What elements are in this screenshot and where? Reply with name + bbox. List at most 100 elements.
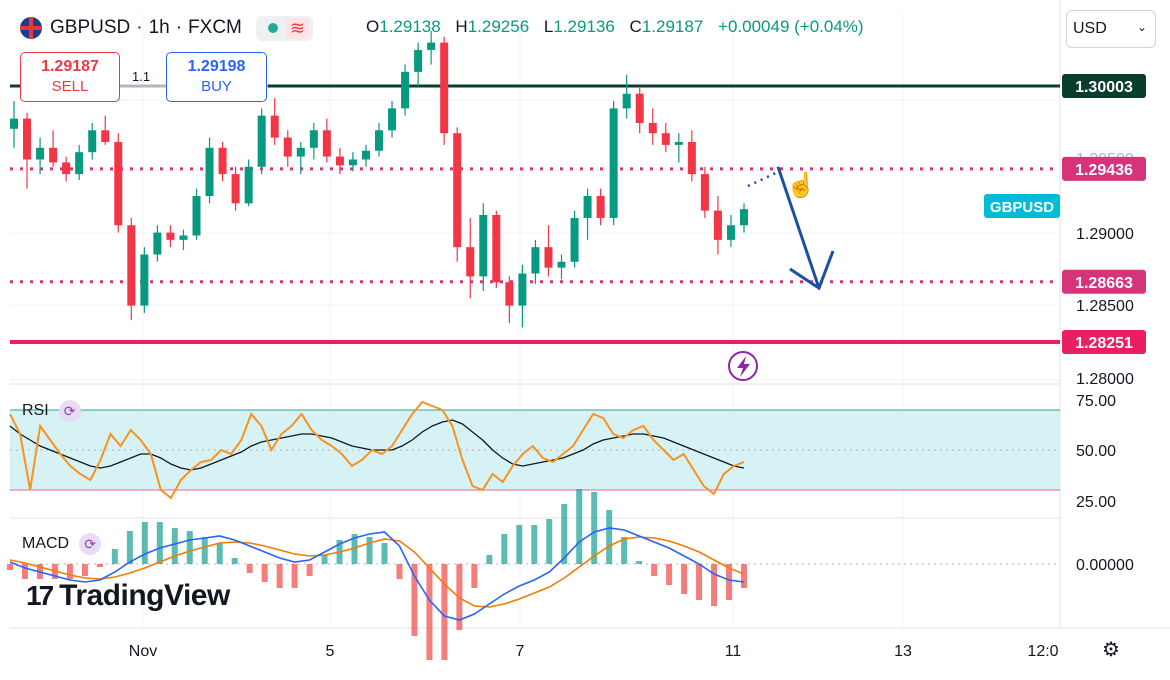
symbol-header[interactable]: GBPUSD · 1h · FXCM ≋ (20, 14, 313, 42)
rsi-label: RSI (22, 402, 49, 419)
macd-histogram-bar (21, 564, 28, 579)
macd-histogram-bar (696, 564, 703, 600)
symbol-tag (984, 194, 1060, 218)
macd-histogram-bar (96, 564, 103, 567)
candle-body (36, 147, 45, 160)
candle-body (179, 235, 188, 240)
header-separator: · (175, 17, 183, 38)
projection-arrow-shaft[interactable] (776, 166, 821, 289)
projection-arrow[interactable]: ☝ (747, 166, 835, 291)
price-badge[interactable] (1062, 330, 1146, 354)
candle-body (88, 130, 97, 153)
hand-cursor-icon: ☝ (786, 170, 816, 199)
candle-body (296, 147, 305, 157)
price-badge[interactable] (1062, 74, 1146, 98)
refresh-icon[interactable]: ⟳ (58, 400, 81, 422)
price-badge[interactable] (1062, 269, 1146, 294)
candle-body (153, 232, 162, 255)
candle-body (674, 141, 683, 145)
rsi-legend[interactable]: RSI ⟳ (22, 400, 81, 422)
macd-histogram-bar (321, 555, 328, 564)
candle-body (609, 108, 618, 218)
header-interval[interactable]: 1h (148, 17, 170, 38)
chart-axes: 1.290001.285001.280001.2950075.0050.0025… (129, 74, 1146, 660)
macd-histogram-bar (231, 558, 238, 564)
candle-body (570, 217, 579, 262)
candle-body (557, 261, 566, 268)
currency-select[interactable]: USD ⌄ (1066, 10, 1156, 48)
projection-arrow-head[interactable] (789, 250, 835, 291)
candle-body (453, 133, 462, 248)
macd-histogram-bar (111, 549, 118, 564)
macd-histogram-bar (711, 564, 718, 606)
buy-button[interactable]: 1.29198 BUY (166, 52, 267, 102)
candle-body (492, 215, 501, 283)
macd-histogram-bar (471, 564, 478, 588)
candle-body (75, 152, 84, 175)
candle-body (596, 196, 605, 218)
macd-histogram-bar (651, 564, 658, 576)
projection-dotted-path[interactable] (747, 170, 779, 188)
candle-body (309, 130, 318, 148)
candle-body (440, 42, 449, 134)
spread-value: 1.1 (132, 69, 151, 84)
rsi-pane (9, 400, 1060, 500)
price-tick-label: 1.28500 (1076, 298, 1134, 315)
sell-button[interactable]: 1.29187 SELL (20, 52, 120, 102)
candle-body (544, 247, 553, 268)
macd-line (9, 527, 745, 621)
macd-histogram-bar (546, 519, 553, 564)
market-open-dot-icon (267, 23, 278, 33)
ohlc-readout: O1.29138 H1.29256 L1.29136 C1.29187 +0.0… (366, 17, 874, 37)
rsi-line (9, 400, 745, 500)
macd-histogram-bar (726, 564, 733, 600)
candle-body (375, 130, 383, 151)
macd-histogram-bar (171, 528, 178, 564)
candle-body (361, 150, 370, 160)
candle-body (740, 209, 748, 226)
rsi-tick-label: 75.00 (1076, 393, 1116, 410)
header-symbol[interactable]: GBPUSD (50, 17, 131, 38)
candle-body (700, 174, 709, 211)
candle-body (466, 247, 475, 277)
candle-body (10, 118, 18, 129)
refresh-icon[interactable]: ⟳ (79, 533, 102, 555)
candle-body (270, 115, 279, 138)
header-exchange: FXCM (188, 17, 242, 38)
candle-body (531, 247, 540, 274)
macd-histogram-bar (276, 564, 283, 588)
macd-histogram-bar (561, 504, 568, 564)
macd-histogram-bar (261, 564, 268, 582)
settings-button[interactable]: ⚙ (1098, 637, 1124, 663)
candle-body (114, 141, 123, 226)
candle-body (583, 196, 592, 218)
candle-body (335, 156, 344, 166)
macd-histogram-bar (531, 525, 538, 564)
price-badge[interactable] (1062, 156, 1146, 181)
macd-histogram-bar (201, 537, 208, 564)
tradingview-logo: 17 TradingView (26, 579, 230, 613)
open-label: O (366, 17, 380, 36)
change-value: +0.00049 (+0.04%) (718, 17, 864, 36)
candle-body (205, 147, 214, 197)
macd-histogram-bar (291, 564, 298, 588)
macd-histogram-bar (186, 531, 193, 564)
candle-body (257, 115, 266, 167)
market-status-pill[interactable]: ≋ (255, 15, 313, 41)
time-tick-label: Nov (129, 643, 157, 660)
lightning-icon[interactable] (728, 351, 758, 381)
macd-histogram-bar (426, 564, 433, 660)
macd-histogram-bar (351, 534, 358, 564)
macd-histogram-bar (126, 531, 133, 564)
candle-body (140, 254, 149, 306)
open-value: 1.29138 (379, 17, 441, 36)
sell-label: SELL (51, 78, 89, 95)
macd-histogram-bar (441, 564, 448, 660)
candle-body (635, 93, 644, 123)
macd-legend[interactable]: MACD ⟳ (22, 533, 102, 555)
tradingview-logo-mark: 17 (26, 580, 54, 611)
wave-icon: ≋ (285, 17, 309, 39)
price-badge-label: 1.28251 (1075, 335, 1133, 352)
